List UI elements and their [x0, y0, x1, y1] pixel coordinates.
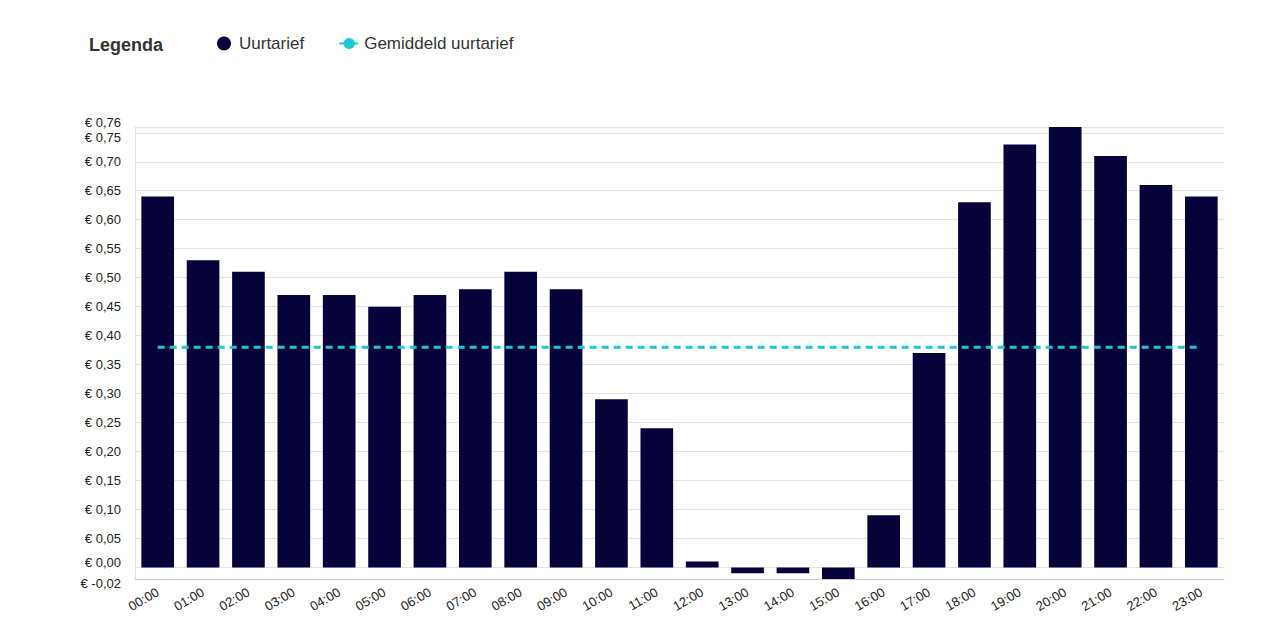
svg-text:00:00: 00:00	[126, 585, 162, 614]
svg-text:12:00: 12:00	[670, 585, 706, 614]
svg-text:13:00: 13:00	[716, 585, 752, 614]
svg-text:Gemiddeld uurtarief: Gemiddeld uurtarief	[364, 34, 514, 53]
svg-text:€ 0,00: € 0,00	[85, 555, 121, 570]
svg-text:17:00: 17:00	[897, 585, 933, 614]
svg-text:€ -0,02: € -0,02	[81, 576, 121, 591]
svg-text:€ 0,55: € 0,55	[85, 241, 121, 256]
svg-text:€ 0,15: € 0,15	[85, 473, 121, 488]
svg-text:€ 0,70: € 0,70	[85, 154, 121, 169]
svg-text:€ 0,75: € 0,75	[85, 130, 121, 145]
svg-text:22:00: 22:00	[1124, 585, 1160, 614]
svg-text:23:00: 23:00	[1169, 585, 1205, 614]
svg-text:06:00: 06:00	[398, 585, 434, 614]
svg-text:04:00: 04:00	[307, 585, 343, 614]
svg-text:€ 0,20: € 0,20	[85, 444, 121, 459]
svg-text:€ 0,30: € 0,30	[85, 386, 121, 401]
svg-text:Uurtarief: Uurtarief	[239, 34, 304, 53]
svg-text:02:00: 02:00	[217, 585, 253, 614]
svg-text:€ 0,35: € 0,35	[85, 357, 121, 372]
svg-text:€ 0,10: € 0,10	[85, 502, 121, 517]
svg-text:03:00: 03:00	[262, 585, 298, 614]
svg-text:€ 0,05: € 0,05	[85, 531, 121, 546]
svg-text:07:00: 07:00	[443, 585, 479, 614]
svg-text:€ 0,60: € 0,60	[85, 212, 121, 227]
svg-text:14:00: 14:00	[761, 585, 797, 614]
svg-text:20:00: 20:00	[1033, 585, 1069, 614]
svg-text:€ 0,45: € 0,45	[85, 299, 121, 314]
svg-text:09:00: 09:00	[534, 585, 570, 614]
svg-text:€ 0,65: € 0,65	[85, 183, 121, 198]
svg-text:€ 0,76: € 0,76	[85, 115, 121, 130]
svg-text:01:00: 01:00	[171, 585, 207, 614]
svg-text:05:00: 05:00	[353, 585, 389, 614]
svg-text:18:00: 18:00	[943, 585, 979, 614]
svg-text:Legenda: Legenda	[89, 35, 164, 55]
svg-text:€ 0,40: € 0,40	[85, 328, 121, 343]
svg-text:08:00: 08:00	[489, 585, 525, 614]
svg-text:11:00: 11:00	[626, 585, 661, 614]
svg-text:16:00: 16:00	[852, 585, 888, 614]
svg-text:19:00: 19:00	[988, 585, 1024, 614]
svg-text:10:00: 10:00	[580, 585, 616, 614]
svg-text:21:00: 21:00	[1079, 585, 1115, 614]
svg-text:15:00: 15:00	[806, 585, 842, 614]
svg-text:€ 0,25: € 0,25	[85, 415, 121, 430]
svg-text:€ 0,50: € 0,50	[85, 270, 121, 285]
